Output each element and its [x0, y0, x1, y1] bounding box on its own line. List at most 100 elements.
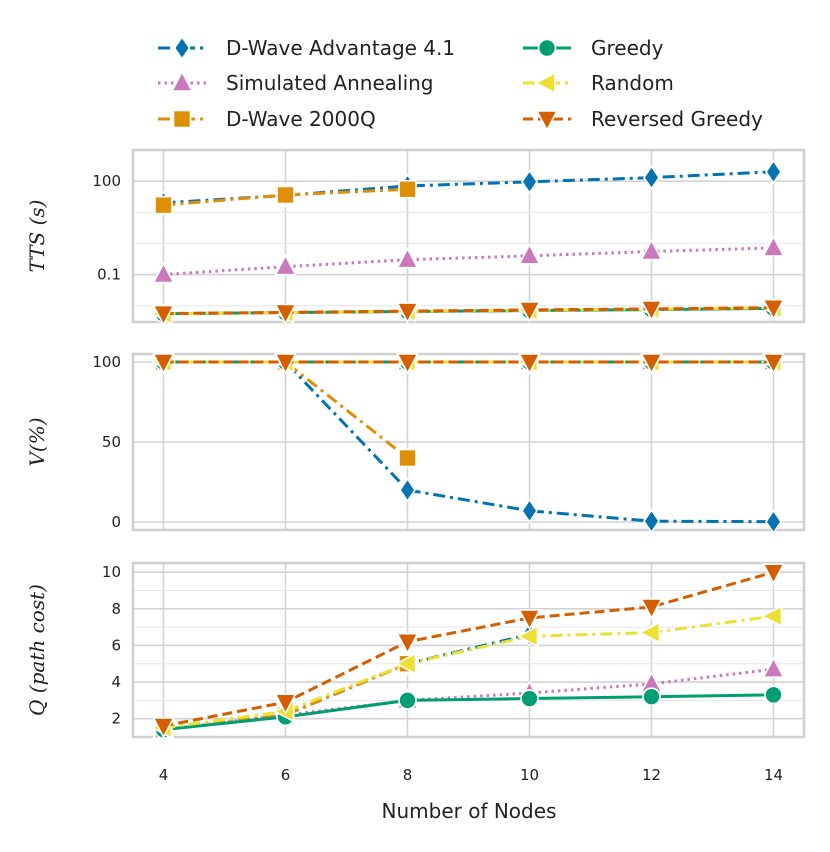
data-point-reversed-greedy	[152, 717, 175, 739]
panel-frame	[131, 561, 806, 739]
data-point-reversed-greedy	[396, 632, 419, 655]
data-point-greedy	[520, 689, 539, 708]
xtick-label: 8	[403, 766, 413, 784]
xtick-label: 10	[520, 766, 539, 784]
series-reversed-greedy	[152, 353, 785, 375]
data-point-d-wave-2000q	[398, 448, 417, 468]
data-point-simulated-annealing	[518, 243, 541, 265]
data-point-simulated-annealing	[640, 238, 663, 261]
data-point-d-wave-2000q	[276, 185, 295, 205]
legend-marker-simulated-annealing	[170, 70, 194, 92]
panel-tts: 0.1 100 TTS (s)	[25, 148, 806, 327]
series-line-simulated-annealing	[163, 246, 774, 277]
data-point-d-wave-advantage-4-1	[399, 477, 416, 503]
ytick-label: 100	[92, 172, 121, 190]
data-point-d-wave-advantage-4-1	[643, 508, 660, 534]
xtick-label: 4	[159, 766, 169, 784]
data-point-random	[638, 621, 661, 644]
series-simulated-annealing	[152, 235, 785, 284]
series-reversed-greedy	[152, 298, 785, 327]
legend-entry-random: Random	[523, 71, 674, 95]
data-point-reversed-greedy	[396, 302, 419, 324]
data-point-greedy	[642, 687, 661, 707]
panel-frame	[131, 352, 806, 532]
data-point-d-wave-advantage-4-1	[765, 509, 782, 535]
series-d-wave-advantage-4-1	[155, 159, 782, 216]
series-line-reversed-greedy	[163, 306, 774, 316]
legend-label-d-wave-2000q: D-Wave 2000Q	[226, 107, 376, 131]
y-axis-label: Q (path cost)	[25, 584, 49, 716]
ytick-label: 10	[102, 563, 121, 581]
legend-marker-greedy	[537, 38, 557, 58]
series-line-d-wave-2000q	[163, 187, 408, 207]
data-point-reversed-greedy	[762, 563, 785, 585]
legend-entry-d-wave-2000q: D-Wave 2000Q	[158, 107, 376, 131]
series-line-d-wave-2000q	[163, 360, 409, 460]
legend-entry-simulated-annealing: Simulated Annealing	[158, 70, 434, 95]
data-point-random	[394, 652, 417, 676]
legend-label-d-wave-advantage-4-1: D-Wave Advantage 4.1	[226, 36, 455, 60]
data-point-greedy	[764, 685, 783, 705]
y-axis-label: V(%)	[25, 417, 49, 466]
legend: D-Wave Advantage 4.1 Simulated Annealing D…	[158, 35, 763, 132]
series-d-wave-2000q	[154, 179, 417, 215]
data-point-reversed-greedy	[640, 598, 663, 620]
ytick-label: 6	[111, 636, 121, 654]
ytick-label: 100	[92, 353, 121, 371]
legend-marker-random	[534, 71, 556, 95]
data-point-simulated-annealing	[762, 656, 785, 679]
ytick-label: 0	[111, 513, 121, 531]
data-point-reversed-greedy	[152, 304, 175, 327]
data-point-simulated-annealing	[396, 246, 419, 269]
xtick-label: 14	[764, 766, 783, 784]
series-greedy	[154, 685, 783, 739]
data-point-d-wave-advantage-4-1	[643, 165, 660, 191]
series-line-greedy	[163, 693, 774, 732]
data-point-reversed-greedy	[274, 693, 297, 715]
x-axis: 4 6 8 10 12 14	[159, 766, 783, 784]
data-point-reversed-greedy	[762, 353, 785, 375]
data-point-random	[760, 604, 783, 628]
legend-entry-reversed-greedy: Reversed Greedy	[523, 107, 763, 132]
ytick-label: 0.1	[97, 266, 121, 284]
data-point-reversed-greedy	[640, 353, 663, 375]
data-point-simulated-annealing	[152, 261, 175, 284]
legend-label-greedy: Greedy	[591, 36, 664, 60]
panel-quality: 2 4 6 8 10 Q (path cost)	[25, 561, 806, 743]
data-point-d-wave-2000q	[154, 195, 173, 215]
panel-frame	[131, 148, 806, 324]
data-point-reversed-greedy	[518, 301, 541, 323]
data-point-reversed-greedy	[762, 298, 785, 321]
series-reversed-greedy	[152, 563, 785, 739]
data-point-reversed-greedy	[274, 353, 297, 375]
data-point-d-wave-advantage-4-1	[521, 169, 538, 195]
series-line-d-wave-advantage-4-1	[163, 170, 774, 205]
data-point-greedy	[398, 691, 417, 710]
data-point-reversed-greedy	[152, 353, 175, 375]
series-line-random	[163, 614, 774, 730]
panel-validity: 0 50 100 V(%)	[25, 349, 806, 535]
panels: 0.1 100 TTS (s) 0 50 100 V(%) 2 4 6 8 10 Q (path cos…	[25, 148, 806, 743]
data-point-reversed-greedy	[640, 300, 663, 322]
legend-entry-d-wave-advantage-4-1: D-Wave Advantage 4.1	[158, 35, 455, 61]
legend-marker-d-wave-2000q	[172, 109, 192, 129]
legend-label-random: Random	[591, 71, 674, 95]
series-line-reversed-greedy	[163, 570, 774, 728]
x-axis-label: Number of Nodes	[382, 799, 557, 823]
ytick-label: 8	[111, 600, 121, 618]
ytick-label: 50	[102, 433, 121, 451]
ytick-label: 2	[111, 710, 121, 728]
legend-label-simulated-annealing: Simulated Annealing	[226, 71, 434, 95]
legend-marker-d-wave-advantage-4-1	[173, 35, 191, 61]
xtick-label: 12	[642, 766, 661, 784]
data-point-random	[516, 624, 539, 648]
legend-label-reversed-greedy: Reversed Greedy	[591, 107, 763, 131]
legend-marker-reversed-greedy	[535, 110, 559, 132]
y-axis-label: TTS (s)	[25, 200, 49, 273]
series-line-simulated-annealing	[163, 667, 774, 732]
legend-entry-greedy: Greedy	[523, 36, 664, 60]
data-point-d-wave-advantage-4-1	[765, 159, 782, 185]
xtick-label: 6	[281, 766, 291, 784]
data-point-d-wave-advantage-4-1	[521, 498, 538, 524]
